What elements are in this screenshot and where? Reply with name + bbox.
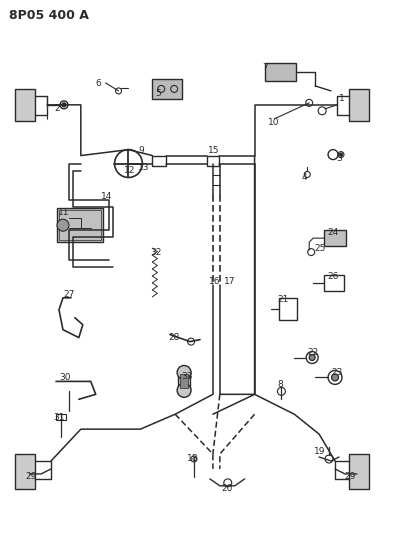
Text: 8: 8	[277, 380, 283, 389]
Bar	[279, 298, 297, 320]
Bar	[324, 230, 346, 246]
Bar	[178, 373, 190, 390]
Circle shape	[340, 153, 342, 156]
Text: 27: 27	[63, 290, 74, 300]
Circle shape	[62, 103, 66, 107]
Text: 8P05 400 A: 8P05 400 A	[9, 9, 89, 22]
Text: 1: 1	[339, 94, 345, 103]
Text: 24: 24	[327, 228, 338, 237]
Text: 10: 10	[268, 118, 279, 127]
Text: 26: 26	[327, 272, 338, 281]
Text: 7: 7	[262, 62, 268, 71]
Text: 31: 31	[53, 413, 65, 422]
Text: 13: 13	[138, 163, 150, 172]
Text: 25: 25	[314, 244, 325, 253]
Text: 29: 29	[25, 472, 37, 481]
Text: 16: 16	[209, 277, 220, 286]
Text: 23: 23	[331, 368, 342, 377]
Circle shape	[309, 354, 315, 360]
Bar	[57, 208, 103, 242]
Bar	[207, 156, 219, 166]
Text: 29: 29	[344, 472, 355, 481]
Bar	[15, 89, 35, 121]
Text: 32: 32	[151, 247, 162, 256]
Text: 28: 28	[168, 333, 180, 342]
Text: 2: 2	[54, 104, 59, 114]
Circle shape	[331, 374, 338, 381]
Bar	[56, 414, 66, 420]
Text: 22: 22	[307, 348, 318, 357]
Text: 33: 33	[181, 372, 193, 381]
Bar	[152, 79, 182, 99]
Bar	[264, 63, 296, 81]
Text: 15: 15	[208, 146, 219, 155]
Circle shape	[177, 366, 191, 379]
Text: 12: 12	[124, 166, 135, 175]
Text: 9: 9	[138, 146, 144, 155]
Text: 21: 21	[277, 295, 289, 304]
Bar	[349, 89, 369, 121]
Bar	[59, 211, 101, 240]
Text: 30: 30	[59, 373, 71, 382]
Text: 11: 11	[58, 208, 69, 217]
Text: 3: 3	[336, 154, 342, 163]
Bar	[15, 454, 35, 489]
Text: 20: 20	[222, 484, 233, 494]
Text: 5: 5	[155, 90, 161, 99]
Text: 4: 4	[301, 173, 307, 182]
Text: 6: 6	[96, 79, 102, 88]
Circle shape	[57, 219, 69, 231]
Circle shape	[177, 383, 191, 397]
Text: 17: 17	[224, 277, 235, 286]
Text: 18: 18	[187, 455, 199, 464]
Bar	[152, 156, 166, 166]
Bar	[180, 375, 188, 389]
Text: 19: 19	[314, 447, 326, 456]
Bar	[349, 454, 369, 489]
Bar	[324, 275, 344, 291]
Text: 14: 14	[101, 192, 112, 201]
